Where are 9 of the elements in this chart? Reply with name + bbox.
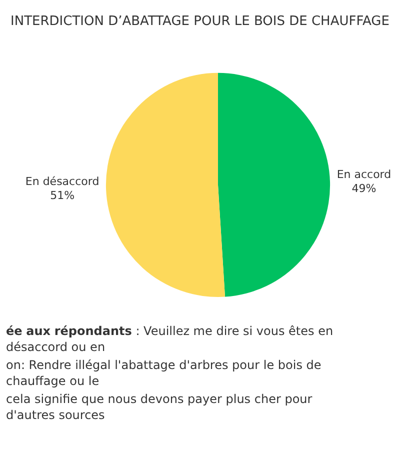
pie-slice xyxy=(218,72,330,297)
text: ée aux répondants xyxy=(6,324,132,338)
chart-title: INTERDICTION D’ABATTAGE POUR LE BOIS DE CHAUFFAGE xyxy=(10,14,390,29)
pie-slice xyxy=(106,72,226,297)
data-label: 49% xyxy=(352,182,376,196)
slice-label: En désaccord xyxy=(25,174,100,188)
data-label: 51% xyxy=(50,189,75,202)
slice-label: En accord xyxy=(336,168,392,181)
text: cela signifie que nous devons payer plus cher pour d'autres sources xyxy=(6,392,312,422)
